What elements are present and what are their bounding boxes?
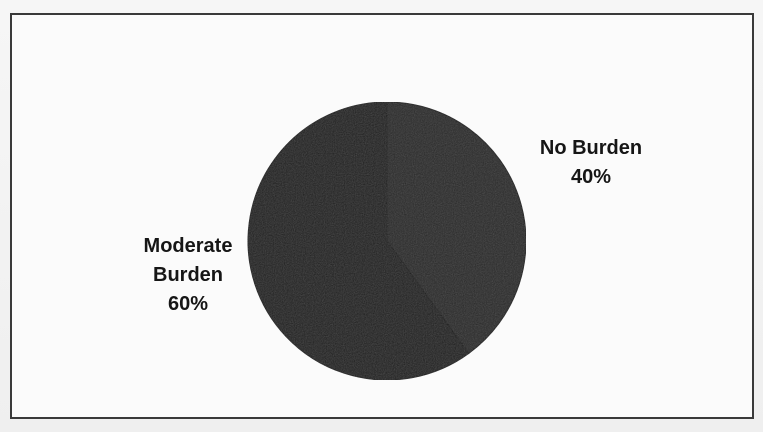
slice-label-no-burden: No Burden 40%: [540, 137, 642, 188]
pie-slices: [247, 101, 527, 381]
slice-label-line: 60%: [168, 293, 208, 315]
slice-label-line: No Burden: [540, 137, 642, 159]
slice-label-moderate-burden: Moderate Burden 60%: [144, 235, 233, 315]
slice-label-line: Burden: [153, 264, 223, 286]
slice-label-line: Moderate: [144, 235, 233, 257]
slice-label-line: 40%: [571, 166, 611, 188]
pie-slice-moderate-burden: [247, 101, 470, 381]
pie-labels: No Burden 40% Moderate Burden 60%: [144, 137, 643, 315]
pie-slice-no-burden: [386, 101, 527, 355]
